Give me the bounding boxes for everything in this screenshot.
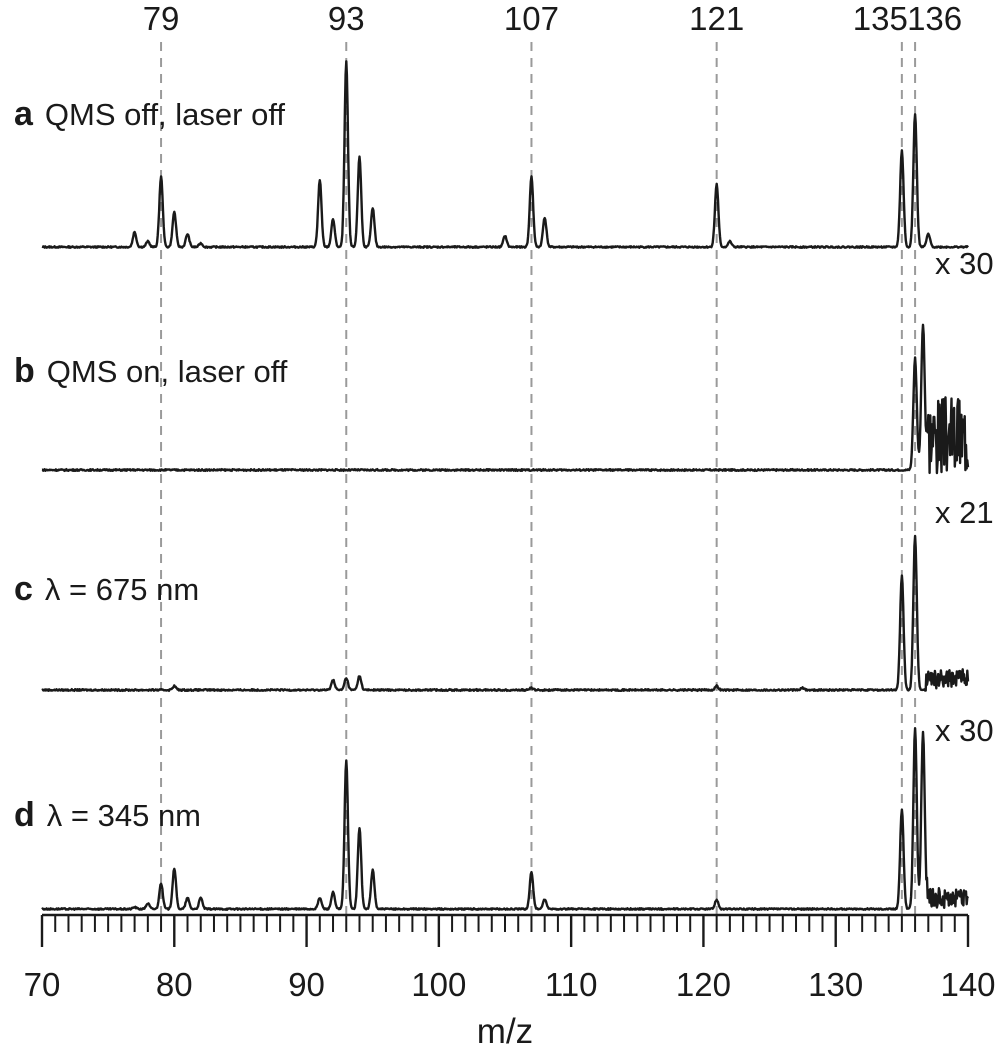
x-tick-labels: 70 80 90 100 110 120 130 140 [24,966,996,1003]
reference-line-label-79: 79 [143,0,180,37]
spectrum-trace-d [41,727,970,911]
panel-labels: a QMS off, laser off b QMS on, laser off c λ … [14,95,288,834]
panel-label-c: c λ = 675 nm [14,570,199,608]
reference-line-label-135: 135 [853,0,908,37]
reference-line-label-136: 136 [907,0,962,37]
scale-label-d: x 30 [935,713,994,748]
x-tick-label-90: 90 [288,966,325,1003]
scale-factor-labels: x 30 x 21 x 30 [935,246,994,748]
x-tick-label-130: 130 [808,966,863,1003]
scale-label-b: x 30 [935,246,994,281]
x-tick-label-100: 100 [411,966,466,1003]
x-tick-label-80: 80 [156,966,193,1003]
panel-label-b: b QMS on, laser off [14,352,288,390]
panel-name-c: λ = 675 nm [45,572,199,607]
panel-label-d: d λ = 345 nm [14,796,201,834]
spectrum-trace-c [41,534,970,692]
reference-line-labels: 79 93 107 121 135 136 [143,0,962,37]
panel-letter-a: a [14,95,34,133]
panel-letter-c: c [14,570,33,608]
panel-name-a: QMS off, laser off [45,97,285,132]
spectrum-trace-a [41,60,969,249]
panel-name-b: QMS on, laser off [47,354,288,389]
x-tick-label-140: 140 [940,966,995,1003]
x-tick-label-110: 110 [545,966,598,1003]
reference-line-label-93: 93 [328,0,365,37]
panel-label-a: a QMS off, laser off [14,95,285,133]
reference-line-label-121: 121 [689,0,744,37]
spectrum-traces [41,60,970,911]
reference-lines [160,42,917,915]
panel-letter-b: b [14,352,35,390]
x-tick-label-120: 120 [676,966,731,1003]
panel-letter-d: d [14,796,35,834]
panel-name-d: λ = 345 nm [47,798,201,833]
x-axis-title: m/z [477,1012,533,1051]
x-tick-label-70: 70 [24,966,61,1003]
reference-line-label-107: 107 [504,0,559,37]
spectrum-trace-b [41,323,970,475]
x-axis [40,913,970,947]
scale-label-c: x 21 [935,495,994,530]
